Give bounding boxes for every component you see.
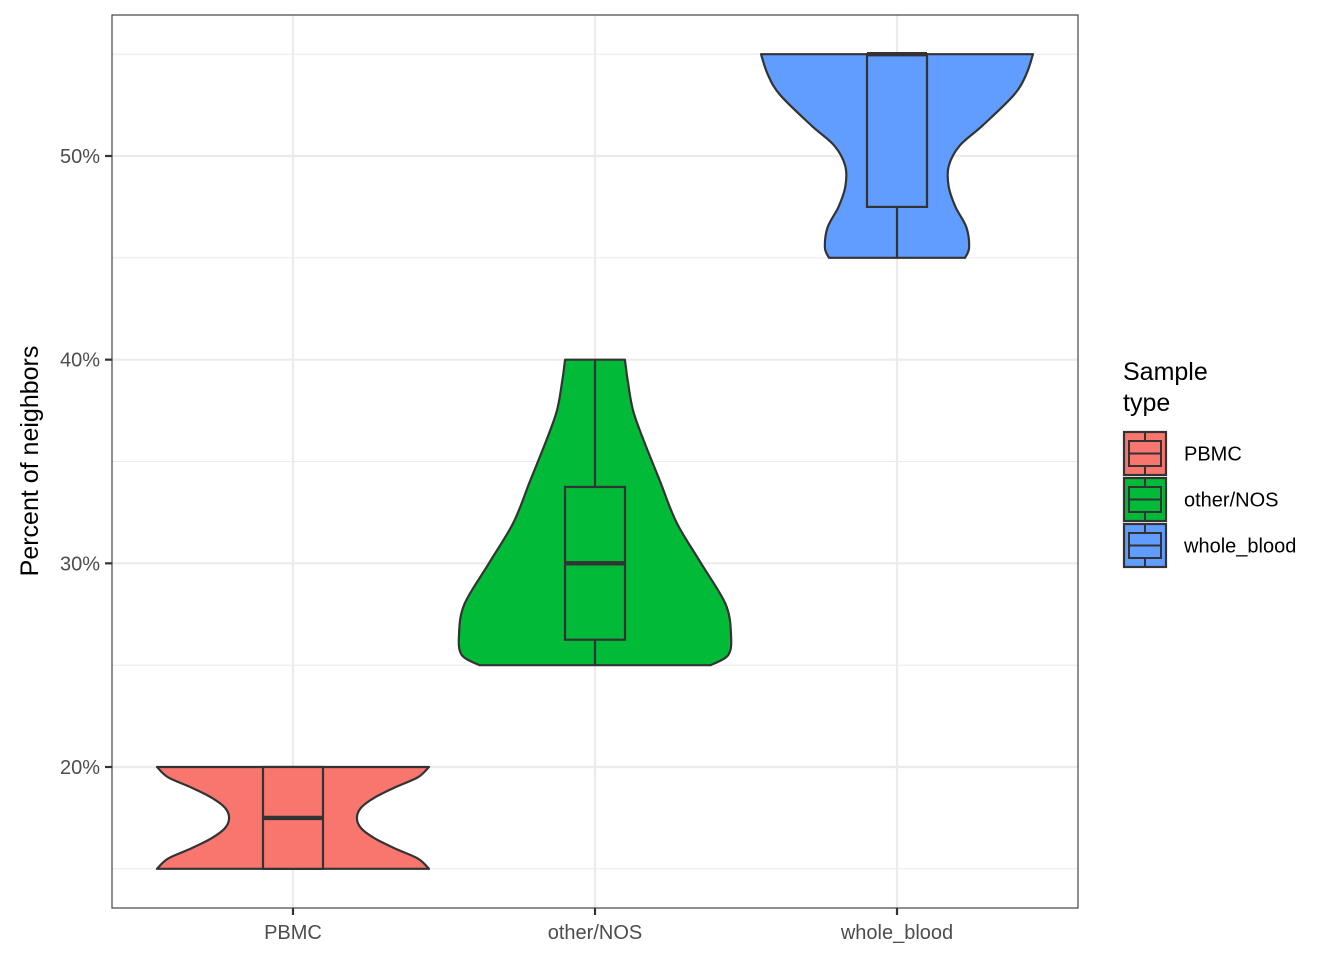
legend-label-whole-blood: whole_blood [1183,536,1296,558]
y-axis: 20% 30% 40% 50% [60,146,112,779]
y-tick-label: 30% [60,553,100,575]
legend-label-other-nos: other/NOS [1184,490,1278,512]
legend-item-whole-blood: whole_blood [1122,522,1296,569]
legend-keys: PBMC other/NOS whole_blood [1122,430,1296,569]
y-tick-label: 20% [60,757,100,779]
y-axis-title: Percent of neighbors [16,346,44,577]
boxplots [261,51,929,870]
legend-label-pbmc: PBMC [1184,444,1242,466]
x-tick-label: PBMC [264,922,322,944]
y-tick-label: 50% [60,146,100,168]
legend-item-pbmc: PBMC [1122,430,1242,477]
legend-title-line-2: type [1123,389,1170,417]
y-tick-label: 40% [60,350,100,372]
x-axis: PBMC other/NOS whole_blood [264,908,953,944]
legend-title-line-1: Sample [1123,358,1208,386]
x-tick-label: whole_blood [840,922,953,944]
box-whole-blood [865,53,929,209]
x-tick-label: other/NOS [548,922,642,944]
legend: Sample type PBMC other/NOS whole_blood [1122,358,1296,569]
legend-item-other-nos: other/NOS [1122,476,1278,523]
